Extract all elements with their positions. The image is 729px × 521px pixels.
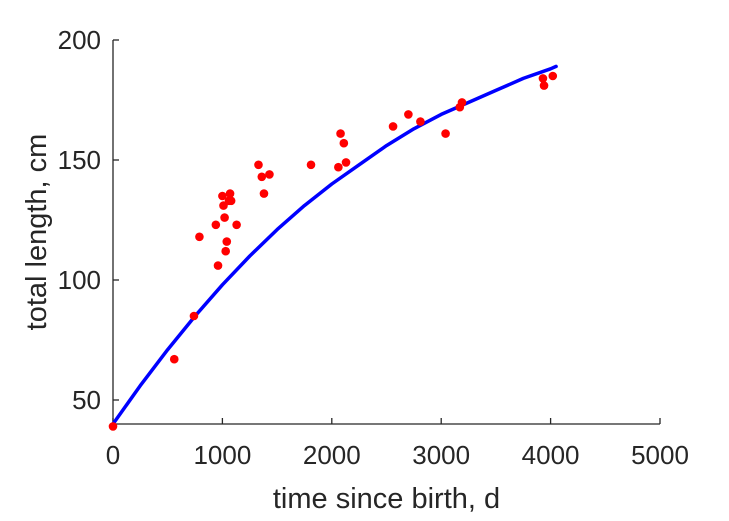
axes (112, 40, 660, 425)
data-point (254, 160, 263, 170)
x-tick-label: 3000 (412, 440, 470, 470)
x-tick-label: 5000 (631, 440, 689, 470)
data-point (306, 160, 316, 170)
data-point (339, 138, 349, 148)
data-point (441, 129, 450, 138)
y-tick-label: 150 (58, 145, 101, 175)
data-point (232, 220, 241, 230)
data-point (538, 74, 548, 83)
data-point (548, 71, 558, 81)
data-point (213, 261, 223, 270)
x-tick-label: 2000 (303, 440, 361, 470)
data-point (169, 354, 179, 364)
data-point (225, 189, 235, 198)
y-tick-label: 50 (72, 385, 101, 415)
y-tick-label: 100 (58, 265, 101, 295)
data-point (221, 246, 230, 256)
x-tick-label: 4000 (522, 440, 580, 470)
ticks: 0 1000 2000 3000 4000 5000 50 100 150 200 (58, 25, 689, 470)
data-point (336, 129, 345, 138)
data-point (257, 172, 267, 182)
data-point (341, 158, 351, 167)
data-point (222, 237, 232, 246)
fit-curve (111, 64, 558, 426)
data-point (457, 98, 467, 107)
y-axis-label: total length, cm (21, 134, 53, 331)
data-point (416, 117, 425, 126)
data-point (218, 191, 227, 201)
data-point (195, 232, 204, 242)
x-tick-label: 1000 (193, 440, 251, 470)
data-point (388, 122, 398, 131)
x-axis-label: time since birth, d (273, 483, 500, 515)
data-point (259, 189, 269, 198)
data-point (189, 311, 199, 321)
y-tick-label: 200 (58, 25, 101, 55)
plot-area (108, 64, 558, 431)
data-point (334, 162, 343, 172)
data-point (265, 170, 274, 179)
data-point (211, 220, 221, 230)
data-point (404, 110, 413, 119)
x-tick-label: 0 (106, 440, 120, 470)
data-point (220, 213, 229, 222)
data-point (108, 422, 118, 431)
data-point (539, 81, 549, 90)
data-point (226, 196, 236, 206)
